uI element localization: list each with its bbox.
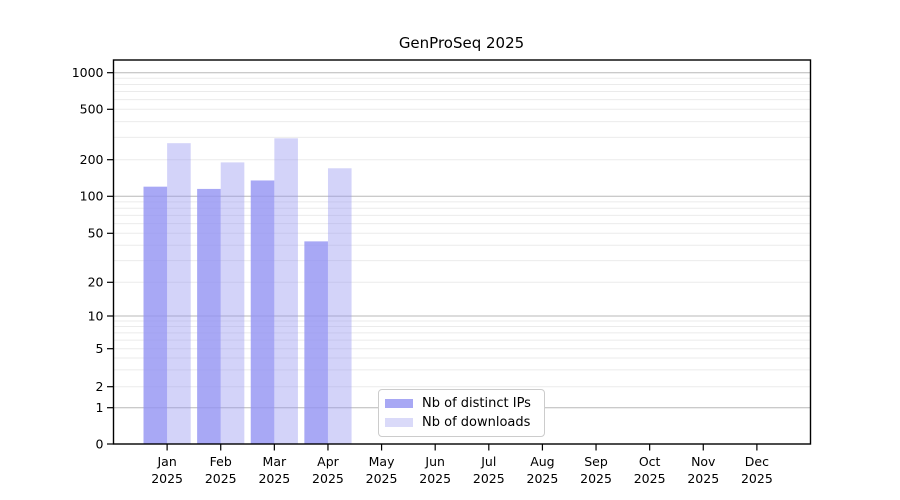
x-tick-label-nov: Nov 2025 <box>687 454 719 486</box>
bar-distinct-ips-jan <box>143 186 168 444</box>
legend-swatch-distinct-ips <box>385 399 413 408</box>
legend-item-downloads: Nb of downloads <box>385 413 544 432</box>
bar-downloads-mar <box>274 138 298 444</box>
legend-item-distinct-ips: Nb of distinct IPs <box>385 394 544 413</box>
x-tick-label-jan: Jan 2025 <box>151 454 183 486</box>
x-tick-label-aug: Aug 2025 <box>527 454 559 486</box>
gridlines-minor <box>113 77 811 388</box>
bar-distinct-ips-mar <box>250 180 275 445</box>
y-tick-label: 20 <box>88 275 104 290</box>
x-tick-label-dec: Dec 2025 <box>741 454 773 486</box>
y-tick-label: 100 <box>80 189 104 204</box>
bar-downloads-apr <box>327 168 352 444</box>
x-tick-label-jul: Jul 2025 <box>473 454 505 486</box>
y-axis: 0 1 2 5 10 20 50 100 200 500 1000 <box>72 65 114 451</box>
y-tick-label: 1000 <box>72 65 104 80</box>
y-tick-label: 200 <box>80 152 104 167</box>
legend-swatch-downloads <box>385 418 413 427</box>
bar-distinct-ips-apr <box>304 241 328 444</box>
legend-label-downloads: Nb of downloads <box>422 415 531 430</box>
legend-label-distinct-ips: Nb of distinct IPs <box>422 396 531 411</box>
chart-title: GenProSeq 2025 <box>398 34 525 52</box>
x-tick-label-may: May 2025 <box>366 454 398 486</box>
legend: Nb of distinct IPs Nb of downloads <box>378 389 545 437</box>
x-tick-label-sep: Sep 2025 <box>580 454 612 486</box>
y-tick-label: 1 <box>96 400 104 415</box>
x-tick-label-mar: Mar 2025 <box>258 454 290 486</box>
x-axis: Jan 2025 Feb 2025 Mar 2025 Apr 2025 May 2025 Jun 20… <box>151 444 773 486</box>
y-tick-label: 10 <box>88 308 104 323</box>
plot-frame <box>112 59 812 445</box>
x-tick-label-oct: Oct 2025 <box>634 454 666 486</box>
y-tick-label: 500 <box>80 102 104 117</box>
x-tick-label-apr: Apr 2025 <box>312 454 344 486</box>
y-tick-label: 0 <box>96 436 104 451</box>
y-tick-label: 2 <box>96 379 104 394</box>
y-tick-label: 5 <box>96 341 104 356</box>
bar-downloads-feb <box>220 162 245 444</box>
bar-downloads-jan <box>167 143 191 444</box>
bar-distinct-ips-feb <box>197 188 221 444</box>
y-tick-label: 50 <box>88 226 104 241</box>
x-tick-label-feb: Feb 2025 <box>205 454 237 486</box>
bars <box>143 138 352 445</box>
x-tick-label-jun: Jun 2025 <box>419 454 451 486</box>
